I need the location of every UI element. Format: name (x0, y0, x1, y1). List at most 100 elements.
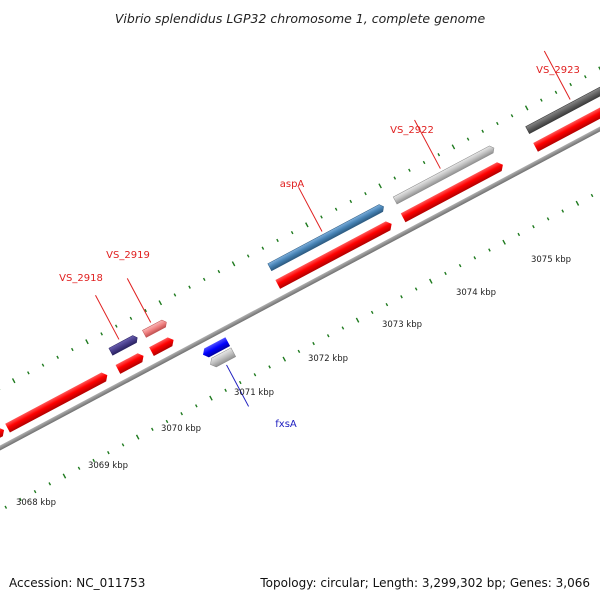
scale-tick (370, 310, 374, 315)
gene-label-vs2922[interactable]: VS_2922 (390, 125, 434, 136)
scale-tick (48, 482, 52, 486)
cds-arrow[interactable] (400, 160, 505, 223)
scale-tick (33, 489, 37, 494)
gene-feature-fxsa[interactable] (208, 347, 237, 369)
scale-tick (385, 302, 389, 307)
scale-tick (282, 356, 287, 362)
scale-tick (341, 326, 345, 330)
scale-tick (92, 458, 96, 463)
leader-vs2922 (414, 119, 441, 169)
gene-feature-aspa[interactable] (267, 203, 386, 272)
gene-label-aspa[interactable]: aspA (280, 179, 305, 190)
scale-tick (312, 341, 315, 346)
gene-labels: VS_2918 VS_2919 aspA VS_2922 VS_2923 fxs… (59, 65, 580, 430)
cds-arrow[interactable] (275, 219, 394, 289)
scale-tick (77, 466, 81, 470)
scale-tick (502, 239, 506, 245)
gene-feature-vs2923[interactable] (525, 76, 600, 135)
scale-tick (129, 316, 133, 320)
scale-tick (85, 339, 89, 345)
scale-tick (41, 363, 45, 367)
scale-label: 3072 kbp (308, 354, 348, 364)
scale-tick (584, 75, 587, 79)
genome-track (0, 50, 600, 509)
gene-label-vs2919[interactable]: VS_2919 (106, 250, 150, 261)
scale-tick (334, 207, 338, 211)
scale-tick (408, 168, 411, 172)
cds-arrow[interactable] (5, 371, 109, 433)
scale-tick (209, 395, 213, 401)
scale-tick (561, 209, 565, 213)
scale-tick (517, 232, 521, 237)
cds-arrow[interactable] (149, 335, 176, 357)
scale-tick (121, 443, 125, 447)
leader-aspa (298, 187, 323, 232)
scale-tick (437, 153, 441, 157)
map-title: Vibrio splendidus LGP32 chromosome 1, co… (115, 11, 486, 26)
outer-scale-ticks (0, 66, 600, 391)
scale-tick (62, 473, 67, 479)
reverse-gene-row (201, 337, 237, 369)
cds-arrow-reverse[interactable] (201, 337, 231, 359)
scale-tick (510, 114, 514, 118)
scale-tick (202, 277, 206, 282)
scale-tick (71, 347, 74, 352)
gene-label-fxsa[interactable]: fxsA (275, 419, 297, 430)
scale-tick (238, 380, 242, 385)
scale-tick (135, 434, 140, 440)
scale-tick (173, 293, 177, 297)
scale-tick (158, 300, 163, 306)
scale-tick (231, 261, 236, 267)
scale-tick (261, 246, 265, 250)
leader-vs2923 (543, 50, 571, 100)
leader-vs2918 (95, 295, 120, 340)
scale-tick (19, 497, 22, 502)
scale-tick (364, 191, 367, 196)
scale-tick (451, 144, 456, 150)
scale-tick (114, 324, 118, 328)
accession-text: Accession: NC_011753 (9, 576, 145, 590)
scale-tick (393, 176, 397, 180)
cds-arrow[interactable] (115, 351, 146, 374)
gene-label-vs2918[interactable]: VS_2918 (59, 273, 103, 284)
gene-feature-vs2918[interactable] (108, 334, 139, 356)
gene-label-vs2923[interactable]: VS_2923 (536, 65, 580, 76)
scale-label: 3068 kbp (16, 498, 56, 508)
scale-tick (224, 388, 227, 392)
scale-tick (297, 349, 301, 354)
scale-tick (349, 199, 353, 204)
scale-tick (165, 419, 169, 424)
scale-tick (107, 451, 110, 455)
scale-tick (444, 271, 447, 276)
scale-tick (496, 121, 499, 126)
scale-tick (4, 505, 8, 509)
scale-tick (378, 183, 382, 189)
scale-tick (290, 230, 294, 235)
scale-tick (188, 285, 191, 289)
scale-label: 3073 kbp (382, 320, 422, 330)
cds-arrow[interactable] (0, 426, 6, 445)
scale-tick (422, 160, 426, 165)
scale-tick (27, 371, 30, 375)
scale-tick (473, 256, 477, 260)
scale-tick (268, 365, 271, 369)
scale-tick (532, 225, 535, 229)
cds-arrow[interactable] (533, 93, 600, 152)
genome-backbone (0, 98, 600, 479)
inner-scale-ticks (4, 193, 594, 509)
gene-feature-vs2919[interactable] (142, 319, 168, 338)
scale-tick (217, 269, 221, 274)
scale-label: 3075 kbp (531, 255, 571, 265)
scale-tick (466, 137, 470, 141)
gene-feature-vs2922[interactable] (392, 144, 496, 205)
scale-tick (481, 129, 485, 133)
scale-labels: 3068 kbp 3069 kbp 3070 kbp 3071 kbp 3072… (16, 255, 571, 508)
scale-tick (180, 412, 183, 416)
leader-fxsa (226, 364, 250, 407)
scale-label: 3074 kbp (456, 288, 496, 298)
scale-tick (590, 193, 594, 198)
scale-tick (488, 248, 491, 252)
scale-tick (56, 355, 59, 359)
scale-tick (540, 98, 543, 102)
scale-tick (326, 334, 330, 338)
